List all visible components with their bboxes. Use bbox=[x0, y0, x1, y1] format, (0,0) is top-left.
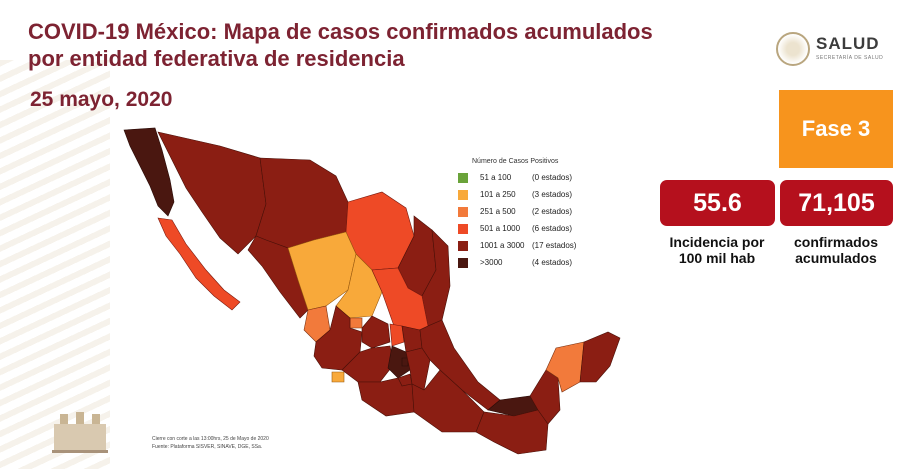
state-sonora[interactable] bbox=[157, 131, 267, 255]
incidence-value-box: 55.6 bbox=[660, 180, 775, 226]
legend-count: (2 estados) bbox=[532, 207, 573, 216]
legend-items: 51 a 100 (0 estados) 101 a 250 (3 estados) 2… bbox=[458, 171, 608, 269]
state-hidalgo[interactable] bbox=[401, 325, 423, 353]
eagle-seal-icon bbox=[776, 32, 810, 66]
mexico-map bbox=[123, 127, 621, 455]
confirmed-label-line2: acumulados bbox=[795, 250, 877, 266]
legend-item: 1001 a 3000 (17 estados) bbox=[458, 239, 608, 252]
state-sinaloa[interactable] bbox=[247, 235, 309, 319]
page-title: COVID-19 México: Mapa de casos confirmad… bbox=[28, 18, 653, 72]
legend-swatch bbox=[458, 240, 468, 251]
footnote: Cierre con corte a las 13:00hrs, 25 de M… bbox=[152, 435, 269, 451]
state-quintana-roo[interactable] bbox=[579, 331, 621, 383]
salud-logo: SALUD SECRETARÍA DE SALUD bbox=[776, 30, 896, 70]
legend-range: 251 a 500 bbox=[480, 207, 516, 216]
confirmed-label-line1: confirmados bbox=[793, 234, 878, 250]
legend-count: (4 estados) bbox=[532, 258, 573, 267]
legend-count: (0 estados) bbox=[532, 173, 573, 182]
footnote-line2: Fuente: Plataforma SISVER, SINAVE, DGE, … bbox=[152, 444, 263, 450]
legend-range: 1001 a 3000 bbox=[480, 241, 525, 250]
confirmed-value-box: 71,105 bbox=[780, 180, 893, 226]
logo-wordmark: SALUD bbox=[816, 34, 880, 53]
incidence-label: Incidencia por 100 mil hab bbox=[656, 234, 778, 266]
state-guanajuato[interactable] bbox=[361, 315, 391, 349]
legend-range: 51 a 100 bbox=[480, 173, 512, 182]
map-legend: Número de Casos Positivos 51 a 100 (0 est… bbox=[458, 158, 608, 273]
state-aguascalientes[interactable] bbox=[349, 317, 363, 329]
government-building-icon bbox=[52, 412, 108, 453]
incidence-label-line1: Incidencia por bbox=[669, 234, 765, 250]
logo-subtitle: SECRETARÍA DE SALUD bbox=[816, 55, 884, 61]
state-estado-de-mexico[interactable] bbox=[387, 345, 411, 379]
legend-count: (17 estados) bbox=[532, 241, 577, 250]
legend-item: 101 a 250 (3 estados) bbox=[458, 188, 608, 201]
legend-item: 51 a 100 (0 estados) bbox=[458, 171, 608, 184]
legend-item: 251 a 500 (2 estados) bbox=[458, 205, 608, 218]
state-ciudad-de-mexico[interactable] bbox=[401, 357, 409, 367]
phase-badge: Fase 3 bbox=[779, 90, 893, 168]
legend-item: >3000 (4 estados) bbox=[458, 256, 608, 269]
legend-title: Número de Casos Positivos bbox=[472, 158, 559, 165]
legend-swatch bbox=[458, 206, 468, 217]
footnote-line1: Cierre con corte a las 13:00hrs, 25 de M… bbox=[152, 436, 269, 442]
legend-count: (6 estados) bbox=[532, 224, 573, 233]
legend-swatch bbox=[458, 223, 468, 234]
state-baja-california[interactable] bbox=[123, 127, 175, 217]
confirmed-label: confirmados acumulados bbox=[778, 234, 894, 266]
legend-swatch bbox=[458, 189, 468, 200]
legend-range: >3000 bbox=[480, 258, 503, 267]
legend-range: 501 a 1000 bbox=[480, 224, 521, 233]
legend-item: 501 a 1000 (6 estados) bbox=[458, 222, 608, 235]
legend-swatch bbox=[458, 257, 468, 268]
state-queretaro[interactable] bbox=[389, 323, 405, 347]
background-decoration bbox=[0, 60, 110, 469]
report-date: 25 mayo, 2020 bbox=[30, 88, 173, 111]
state-colima[interactable] bbox=[331, 371, 345, 383]
state-chihuahua[interactable] bbox=[255, 157, 349, 249]
state-chiapas[interactable] bbox=[475, 409, 549, 455]
state-baja-california-sur[interactable] bbox=[157, 217, 241, 311]
incidence-label-line2: 100 mil hab bbox=[678, 250, 756, 266]
legend-count: (3 estados) bbox=[532, 190, 573, 199]
title-line-1: COVID-19 México: Mapa de casos confirmad… bbox=[28, 19, 653, 44]
state-veracruz[interactable] bbox=[419, 319, 501, 411]
title-line-2: por entidad federativa de residencia bbox=[28, 46, 405, 71]
legend-range: 101 a 250 bbox=[480, 190, 516, 199]
legend-swatch bbox=[458, 172, 468, 183]
